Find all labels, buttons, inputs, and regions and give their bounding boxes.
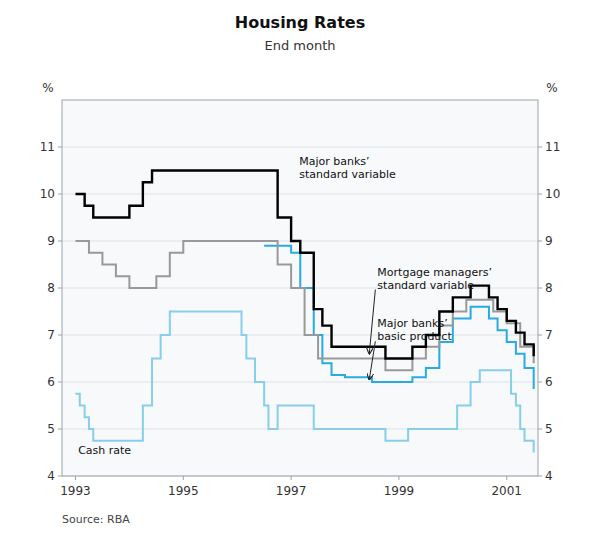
annotation-line: Cash rate <box>78 444 131 457</box>
x-tick-label: 1995 <box>168 484 199 498</box>
series-line <box>75 241 533 370</box>
series-group <box>75 171 533 453</box>
y-tick-label: 4 <box>47 469 55 483</box>
annotation-line: Mortgage managers’ <box>377 266 492 279</box>
x-tick <box>75 476 76 480</box>
axes: 4 5 6 7 8 9 10 11 4 5 6 7 8 9 10 11 1993 1995 1997 1999 2001 <box>40 140 561 499</box>
x-tick <box>183 476 184 480</box>
y2-tick-label: 7 <box>545 328 553 342</box>
x-tick <box>398 476 399 480</box>
y2-tick <box>538 335 542 336</box>
grid-line <box>62 429 538 430</box>
annotation: Cash rate <box>78 444 131 457</box>
title: Housing Rates <box>235 13 365 32</box>
y-tick-label: 7 <box>47 328 55 342</box>
y2-axis-label: % <box>546 81 557 95</box>
y-tick <box>58 194 62 195</box>
y2-tick <box>538 288 542 289</box>
annotation-arrow <box>369 341 375 379</box>
grid-line <box>62 147 538 148</box>
y-tick <box>58 288 62 289</box>
annotation: Major banks’standard variable <box>299 155 396 181</box>
y-tick-label: 9 <box>47 234 55 248</box>
source: Source: RBA <box>62 513 130 526</box>
x-tick-label: 1999 <box>384 484 415 498</box>
annotation-line: Major banks’ <box>377 317 447 330</box>
x-tick-label: 1993 <box>60 484 91 498</box>
plot-background <box>62 100 538 476</box>
y2-tick <box>538 147 542 148</box>
annotation-line: standard variable <box>299 168 396 181</box>
grid-line <box>62 194 538 195</box>
y-tick <box>58 335 62 336</box>
y2-tick <box>538 429 542 430</box>
x-tick-label: 2001 <box>491 484 522 498</box>
y2-tick <box>538 194 542 195</box>
y2-tick-label: 4 <box>545 469 553 483</box>
x-tick <box>506 476 507 480</box>
subtitle: End month <box>264 38 335 53</box>
series-line <box>75 171 533 359</box>
y2-tick <box>538 241 542 242</box>
y-tick <box>58 147 62 148</box>
grid-line <box>62 382 538 383</box>
plot-frame <box>62 100 538 476</box>
y2-tick-label: 6 <box>545 375 553 389</box>
y-axis-label: % <box>42 81 53 95</box>
annotation-line: Major banks’ <box>299 155 369 168</box>
grid <box>62 147 538 476</box>
y-tick <box>58 429 62 430</box>
annotation-line: basic product <box>377 330 452 343</box>
annotations: Major banks’standard variableMortgage ma… <box>78 155 492 457</box>
y2-tick-label: 5 <box>545 422 553 436</box>
y-tick <box>58 241 62 242</box>
y-tick-label: 10 <box>40 187 55 201</box>
x-tick-label: 1997 <box>276 484 307 498</box>
annotation-line: standard variable <box>377 279 474 292</box>
annotation: Mortgage managers’standard variable <box>377 266 492 292</box>
y-tick-label: 8 <box>47 281 55 295</box>
y2-tick <box>538 382 542 383</box>
y2-tick-label: 10 <box>545 187 560 201</box>
y2-tick-label: 8 <box>545 281 553 295</box>
y2-tick <box>538 476 542 477</box>
y2-tick-label: 9 <box>545 234 553 248</box>
grid-line <box>62 335 538 336</box>
y-tick <box>58 382 62 383</box>
x-tick <box>291 476 292 480</box>
annotation: Major banks’basic product <box>377 317 452 343</box>
y-tick <box>58 476 62 477</box>
y2-tick-label: 11 <box>545 140 560 154</box>
y-tick-label: 6 <box>47 375 55 389</box>
y-tick-label: 11 <box>40 140 55 154</box>
y-tick-label: 5 <box>47 422 55 436</box>
chart: 4 5 6 7 8 9 10 11 4 5 6 7 8 9 10 11 1993 1995 1997 1999 2001… <box>0 0 600 537</box>
